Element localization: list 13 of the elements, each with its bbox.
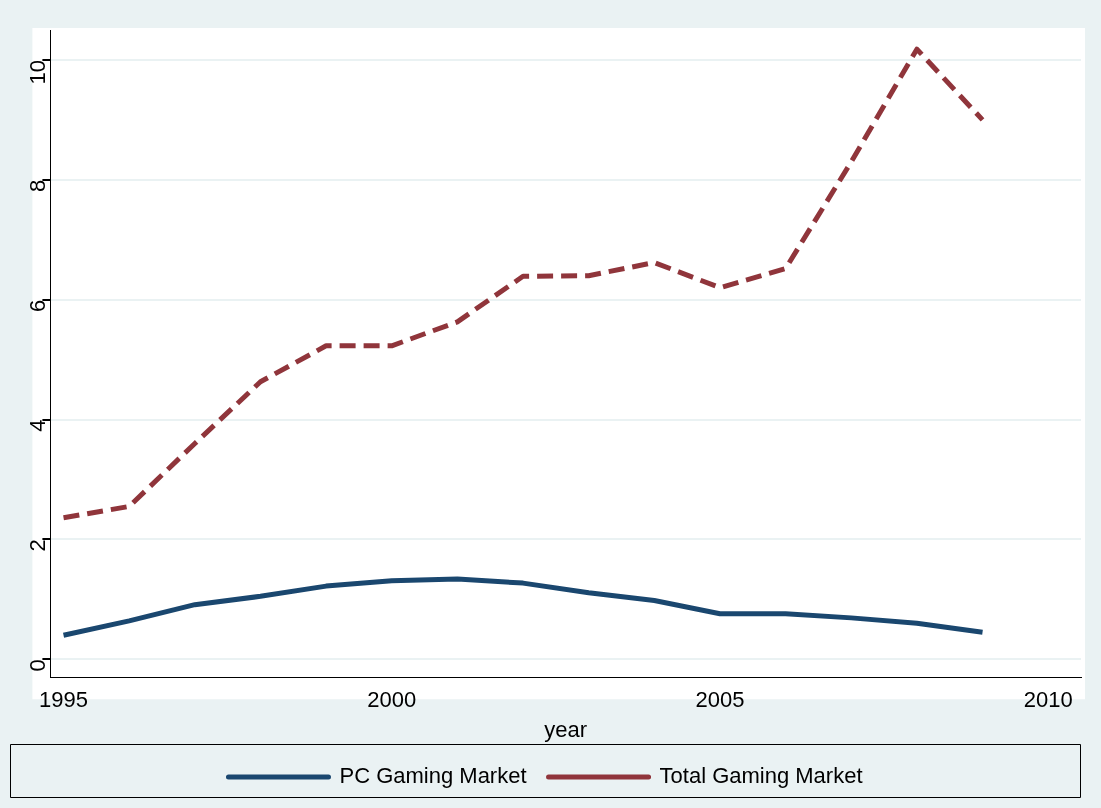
y-tick-label: 4: [25, 419, 51, 432]
y-tick-label: 6: [25, 299, 51, 312]
y-tick-label: 0: [25, 659, 51, 672]
x-tick-label: 2005: [695, 687, 745, 713]
x-tick-label: 1995: [39, 687, 89, 713]
y-tick-label: 2: [25, 539, 51, 552]
legend-label: PC Gaming Market: [339, 763, 527, 789]
x-axis-title: year: [544, 716, 588, 742]
legend-label: Total Gaming Market: [659, 763, 863, 789]
x-tick-label: 2010: [1023, 687, 1073, 713]
y-tick-label: 10: [25, 59, 51, 85]
y-tick-label: 8: [25, 179, 51, 193]
x-tick-label: 2000: [367, 687, 417, 713]
